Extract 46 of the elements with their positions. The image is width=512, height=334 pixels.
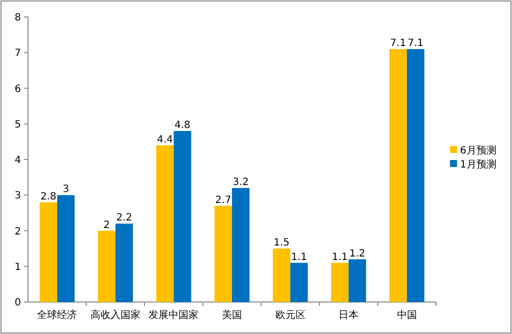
y-tick-label: 6 — [14, 84, 21, 95]
bar — [57, 195, 75, 302]
bar — [272, 248, 290, 302]
x-tick-label: 发展中国家 — [148, 309, 199, 321]
bar — [174, 131, 192, 302]
data-label: 1.1 — [332, 252, 348, 263]
bar — [389, 49, 407, 302]
data-label: 7.1 — [408, 38, 424, 50]
data-label: 3.2 — [232, 177, 249, 188]
legend-label: 6月预测 — [460, 144, 496, 156]
data-label: 1.2 — [349, 248, 366, 260]
y-tick-label: 5 — [14, 119, 21, 130]
bar — [214, 206, 232, 302]
data-label: 4.8 — [174, 120, 190, 131]
data-label: 1.5 — [274, 238, 290, 249]
data-label: 7.1 — [390, 38, 406, 50]
x-tick-label: 日本 — [338, 309, 359, 321]
x-tick-label: 美国 — [222, 309, 242, 321]
data-label: 3 — [62, 184, 70, 196]
bar — [115, 224, 133, 302]
x-tick-label: 全球经济 — [37, 309, 78, 321]
data-label: 4.4 — [157, 134, 173, 146]
bar — [406, 49, 424, 302]
x-tick-label: 欧元区 — [275, 310, 306, 321]
data-label: 2.8 — [40, 191, 56, 202]
bar — [290, 262, 308, 302]
y-tick-label: 0 — [14, 298, 21, 308]
bar — [348, 259, 366, 302]
x-tick-label: 高收入国家 — [90, 309, 140, 321]
data-label: 1.1 — [291, 252, 307, 263]
y-tick-label: 4 — [14, 155, 21, 166]
x-tick-label: 中国 — [396, 309, 417, 321]
data-label: 2.2 — [116, 212, 132, 224]
bar — [156, 145, 174, 302]
y-tick-label: 2 — [14, 226, 21, 238]
data-label: 2.7 — [215, 194, 232, 206]
bar — [331, 262, 349, 302]
y-tick-label: 7 — [14, 48, 21, 60]
y-tick-label: 8 — [14, 12, 21, 24]
legend-label: 1月预测 — [460, 158, 496, 170]
bar — [40, 202, 58, 302]
y-tick-label: 1 — [14, 262, 21, 273]
y-tick-label: 3 — [14, 190, 21, 202]
data-label: 2 — [104, 220, 110, 231]
bar — [232, 188, 250, 302]
bar — [98, 230, 116, 302]
